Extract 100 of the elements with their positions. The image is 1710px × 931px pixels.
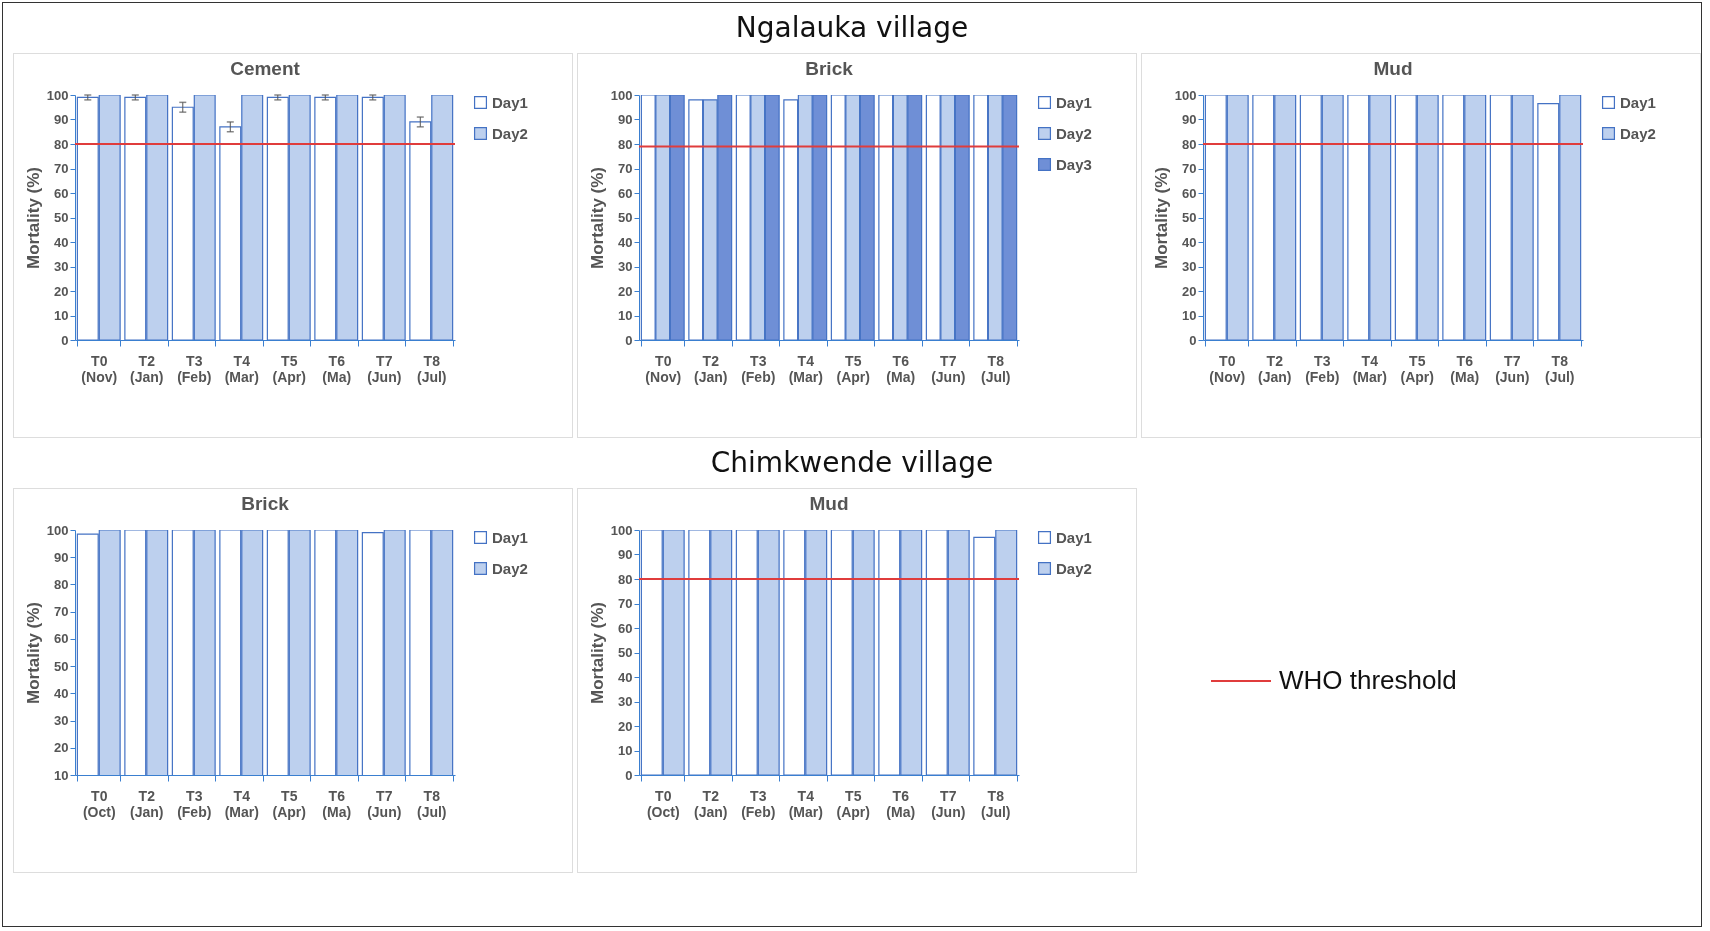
legend-label: Day2 — [1056, 124, 1092, 142]
y-tick-label: 40 — [54, 685, 69, 701]
legend-label: Day1 — [492, 528, 528, 546]
y-tick-label: 30 — [54, 259, 69, 274]
y-tick-label: 40 — [618, 669, 633, 685]
y-tick-label: 100 — [610, 522, 633, 538]
y-tick-label: 70 — [54, 161, 69, 176]
x-tick-label: T5 (Apr) — [272, 787, 306, 820]
y-axis-title: Mortality (%) — [23, 167, 43, 269]
y-tick-label: 60 — [54, 631, 69, 647]
x-tick-label: T2 (Jan) — [130, 787, 164, 820]
y-tick-label: 50 — [54, 658, 69, 674]
y-tick-label: 40 — [1182, 234, 1197, 250]
x-tick-label: T8 (Jul) — [1544, 352, 1575, 385]
y-tick-label: 10 — [54, 767, 69, 783]
x-tick-label: T6 (Ma) — [322, 787, 352, 820]
y-tick-label: 60 — [54, 185, 69, 201]
y-tick-label: 90 — [1182, 112, 1197, 127]
y-axis-title: Mortality (%) — [587, 602, 607, 704]
x-tick-label: T7 (Jun) — [1495, 352, 1530, 385]
x-tick-label: T4 (Mar) — [224, 352, 259, 385]
x-tick-label: T0 (Nov) — [81, 352, 118, 385]
y-tick-label: 20 — [618, 718, 633, 734]
x-tick-label: T5 (Apr) — [836, 352, 870, 385]
x-tick-label: T4 (Mar) — [224, 787, 259, 820]
y-tick-label: 10 — [618, 743, 633, 758]
x-tick-label: T3 (Feb) — [1305, 352, 1340, 385]
x-tick-label: T7 (Jun) — [931, 352, 966, 385]
y-tick-label: 70 — [618, 596, 633, 611]
y-tick-label: 70 — [54, 604, 69, 620]
legend-label: WHO threshold — [1279, 665, 1457, 696]
y-tick-label: 50 — [618, 645, 633, 660]
x-tick-label: T3 (Feb) — [741, 787, 776, 820]
x-tick-label: T2 (Jan) — [130, 352, 164, 385]
legend-label: Day1 — [1056, 93, 1092, 111]
x-tick-label: T5 (Apr) — [1400, 352, 1434, 385]
x-tick-label: T0 (Oct) — [646, 787, 680, 820]
x-tick-label: T4 (Mar) — [1352, 352, 1387, 385]
chart-title: Cement — [230, 58, 301, 79]
y-tick-label: 10 — [618, 308, 633, 323]
legend-label: Day2 — [492, 559, 528, 577]
legend-label: Day1 — [1620, 93, 1656, 111]
y-tick-label: 90 — [618, 112, 633, 127]
y-tick-label: 80 — [618, 571, 633, 587]
y-tick-label: 50 — [618, 210, 633, 225]
y-tick-label: 50 — [1182, 210, 1197, 225]
y-axis-title: Mortality (%) — [23, 602, 43, 704]
x-tick-label: T6 (Ma) — [886, 352, 916, 385]
y-tick-label: 10 — [54, 308, 69, 323]
x-tick-label: T7 (Jun) — [931, 787, 966, 820]
chart-title: Brick — [241, 493, 290, 514]
x-tick-label: T5 (Apr) — [272, 352, 306, 385]
y-tick-label: 40 — [618, 234, 633, 250]
y-tick-label: 50 — [54, 210, 69, 225]
y-tick-label: 0 — [61, 332, 69, 348]
x-tick-label: T6 (Ma) — [1450, 352, 1480, 385]
y-tick-label: 0 — [1189, 332, 1197, 348]
legend-label: Day2 — [1056, 559, 1092, 577]
y-tick-label: 0 — [625, 332, 633, 348]
text: Ngalauka village — [734, 10, 970, 46]
x-tick-label: T8 (Jul) — [416, 787, 447, 820]
x-tick-label: T2 (Jan) — [694, 352, 728, 385]
y-tick-label: 70 — [1182, 161, 1197, 176]
x-tick-label: T4 (Mar) — [788, 352, 823, 385]
y-tick-label: 80 — [618, 136, 633, 152]
x-tick-label: T2 (Jan) — [694, 787, 728, 820]
y-tick-label: 90 — [618, 547, 633, 562]
y-tick-label: 100 — [1174, 87, 1197, 103]
legend-label: Day2 — [1620, 124, 1656, 142]
y-tick-label: 20 — [1182, 283, 1197, 299]
x-tick-label: T4 (Mar) — [788, 787, 823, 820]
y-tick-label: 90 — [54, 112, 69, 127]
y-tick-label: 0 — [625, 767, 633, 783]
chart-title: Brick — [805, 58, 854, 79]
y-tick-label: 80 — [54, 136, 69, 152]
x-tick-label: T7 (Jun) — [367, 787, 402, 820]
x-tick-label: T8 (Jul) — [980, 787, 1011, 820]
y-tick-label: 100 — [46, 522, 69, 538]
y-tick-label: 20 — [618, 283, 633, 299]
legend-label: Day1 — [492, 93, 528, 111]
y-tick-label: 80 — [1182, 136, 1197, 152]
x-tick-label: T5 (Apr) — [836, 787, 870, 820]
x-tick-label: T6 (Ma) — [322, 352, 352, 385]
chart-title: Mud — [809, 493, 849, 514]
chart-title: Mud — [1373, 58, 1413, 79]
x-tick-label: T8 (Jul) — [980, 352, 1011, 385]
y-tick-label: 20 — [54, 283, 69, 299]
legend-label: Day3 — [1056, 155, 1092, 173]
x-tick-label: T3 (Feb) — [177, 352, 212, 385]
x-tick-label: T7 (Jun) — [367, 352, 402, 385]
y-axis-title: Mortality (%) — [1151, 167, 1171, 269]
y-tick-label: 30 — [1182, 259, 1197, 274]
x-tick-label: T3 (Feb) — [177, 787, 212, 820]
x-tick-label: T3 (Feb) — [741, 352, 776, 385]
y-tick-label: 100 — [610, 87, 633, 103]
y-tick-label: 40 — [54, 234, 69, 250]
x-tick-label: T8 (Jul) — [416, 352, 447, 385]
y-tick-label: 60 — [618, 620, 633, 636]
y-tick-label: 80 — [54, 576, 69, 592]
y-tick-label: 90 — [54, 549, 69, 565]
